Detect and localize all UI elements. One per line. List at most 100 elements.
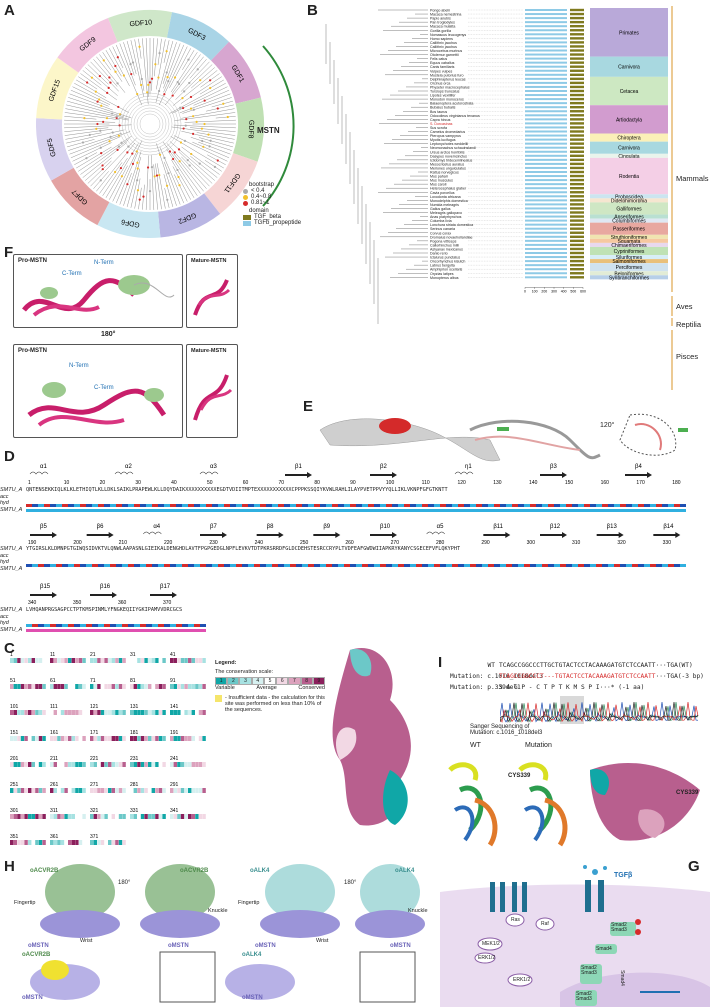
nterm-label-top: N-Term xyxy=(94,260,114,266)
hyd-cell xyxy=(38,509,44,512)
propeptide-bar xyxy=(525,9,567,11)
c-residue-cell xyxy=(97,658,101,663)
i-sanger-title: Sanger Sequencing of xyxy=(470,724,530,730)
c-residue-cell xyxy=(82,684,86,689)
hyd-cell xyxy=(314,509,320,512)
c-row-number: 201 xyxy=(10,756,19,762)
hyd-cell xyxy=(284,509,290,512)
hyd-cell xyxy=(128,629,134,632)
group-label: Squamata xyxy=(618,239,641,245)
hyd-cell xyxy=(608,569,614,572)
tgfbeta-bar xyxy=(570,211,584,214)
c-residue-cell xyxy=(111,658,115,663)
acc-cell xyxy=(428,504,434,507)
acc-cell xyxy=(638,504,644,507)
c-residue-cell xyxy=(82,788,86,793)
c-residue-cell xyxy=(13,658,17,663)
hyd-cell xyxy=(98,509,104,512)
helix-glyph xyxy=(199,471,219,475)
mstn-arc xyxy=(262,45,295,207)
ss-element-label: α2 xyxy=(125,464,132,470)
c-residue-cell xyxy=(118,814,123,819)
hyd-cell xyxy=(596,509,602,512)
hyd-cell xyxy=(290,569,296,572)
hyd-cell xyxy=(212,509,218,512)
residue-tick: 190 xyxy=(28,540,37,546)
species-label: Equus caballus xyxy=(430,61,455,65)
acc-cell xyxy=(608,564,614,567)
hyd-cell xyxy=(548,509,554,512)
acc-cell xyxy=(326,564,332,567)
acc-cell xyxy=(404,564,410,567)
c-residue-cell xyxy=(78,814,83,819)
ss-element-label: α1 xyxy=(40,464,47,470)
hyd-cell xyxy=(98,629,104,632)
tree-core-ring xyxy=(127,101,173,147)
species-label: Ursus arctos horribilis xyxy=(430,150,465,154)
tree-branch xyxy=(172,86,228,114)
c-residue-cell xyxy=(104,736,108,741)
species-label: Leptonychotes weddellii xyxy=(430,142,468,146)
c-residue-cell xyxy=(50,658,54,663)
hyd-cell xyxy=(476,509,482,512)
g-smad23-label-mid: Smad2 Smad3 xyxy=(581,966,597,976)
c-residue-cell xyxy=(170,762,174,767)
c-residue-cell xyxy=(180,658,185,663)
tree-branch xyxy=(155,163,162,210)
residue-tick: 150 xyxy=(565,480,574,486)
c-residue-cell xyxy=(195,736,199,741)
c-residue-cell xyxy=(118,840,123,845)
hyd-cell xyxy=(638,509,644,512)
acc-cell xyxy=(308,564,314,567)
propeptide-bar xyxy=(525,134,567,137)
ss-element-label: β5 xyxy=(40,524,47,530)
acc-cell xyxy=(542,504,548,507)
propeptide-bar xyxy=(525,102,567,105)
c-residue-cell xyxy=(140,762,145,767)
acc-cell xyxy=(338,564,344,567)
bootstrap-node xyxy=(148,81,152,84)
propeptide-bar xyxy=(525,17,567,20)
bootstrap-node xyxy=(178,184,181,187)
acc-cell xyxy=(254,504,260,507)
c-residue-cell xyxy=(155,710,159,715)
propeptide-bar xyxy=(525,21,567,24)
tree-branch xyxy=(109,165,128,200)
c-residue-cell xyxy=(97,710,101,715)
ss-element-label: β4 xyxy=(635,464,642,470)
c-residue-cell xyxy=(130,788,134,793)
c-residue-cell xyxy=(148,658,152,663)
hyd-cell xyxy=(368,569,374,572)
c-residue-cell xyxy=(82,736,86,741)
tgfbeta-bar xyxy=(570,57,584,60)
hyd-cell xyxy=(170,509,176,512)
g-smad3-mid: Smad3 xyxy=(581,970,597,976)
h-fingertip-2: Fingertip xyxy=(238,900,260,906)
c-residue-cell xyxy=(177,736,181,741)
acc-cell xyxy=(104,504,110,507)
c-residue-cell xyxy=(68,814,72,819)
c-residue-cell xyxy=(38,788,43,793)
domain-swatch-tgfbeta xyxy=(243,214,251,220)
c-residue-cell xyxy=(42,710,46,715)
pro-mstn-box-bottom: Pro-MSTN N-Term C-Term xyxy=(13,344,183,438)
c-residue-cell xyxy=(188,658,192,663)
hyd-cell xyxy=(158,629,164,632)
tgfbeta-bar xyxy=(570,118,584,121)
c-residue-cell xyxy=(35,814,39,819)
family-sector-gdf9 xyxy=(57,18,118,73)
i-wt-label: WT xyxy=(487,662,495,669)
c-residue-cell xyxy=(162,684,166,689)
tgfbeta-bar xyxy=(570,219,584,222)
hyd-cell xyxy=(422,509,428,512)
species-label: Labrus bergylta xyxy=(430,264,455,268)
c-residue-cell xyxy=(158,710,163,715)
tree-branch xyxy=(69,131,131,155)
hyd-cell xyxy=(140,569,146,572)
c-row-number: 31 xyxy=(130,652,136,658)
residue-tick: 100 xyxy=(386,480,395,486)
c-residue-cell xyxy=(100,762,105,767)
tree-branch xyxy=(165,56,204,106)
c-residue-cell xyxy=(38,840,43,845)
ss-element-label: α3 xyxy=(210,464,217,470)
